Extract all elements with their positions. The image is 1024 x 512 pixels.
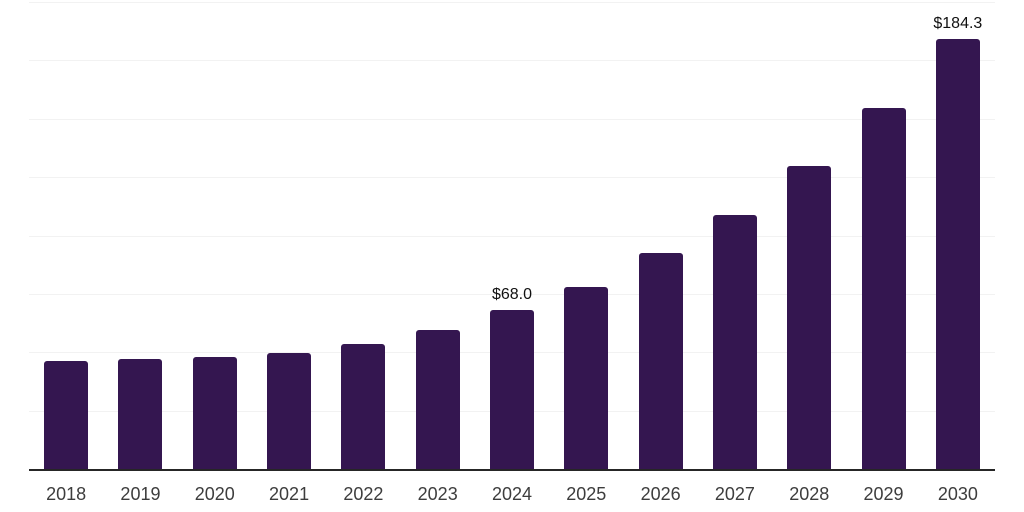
gridline-200 <box>29 2 995 3</box>
x-tick-label-2024: 2024 <box>491 484 533 504</box>
bar-2025 <box>564 287 609 469</box>
bar-2026 <box>638 253 683 469</box>
x-tick-label-2027: 2027 <box>714 484 755 504</box>
bar-2027 <box>712 214 757 469</box>
gridline-100 <box>29 235 995 237</box>
x-tick-label-2029: 2029 <box>863 484 904 504</box>
bar-2030 <box>935 38 980 469</box>
gridline-125 <box>29 177 995 179</box>
bar-2021 <box>267 353 312 469</box>
bar-2020 <box>192 357 237 469</box>
x-tick-label-2020: 2020 <box>194 484 235 504</box>
x-tick-label-2019: 2019 <box>120 484 161 504</box>
x-tick-label-2021: 2021 <box>269 484 310 504</box>
x-tick-label-2022: 2022 <box>343 484 384 504</box>
bar-2023 <box>415 330 460 469</box>
x-axis-line <box>29 469 995 471</box>
x-tick-label-2030: 2030 <box>937 484 978 504</box>
x-tick-label-2018: 2018 <box>46 484 87 504</box>
x-tick-label-2026: 2026 <box>640 484 681 504</box>
gridline-175 <box>29 60 995 62</box>
x-tick-label-2028: 2028 <box>789 484 830 504</box>
gridline-75 <box>29 293 995 295</box>
x-tick-label-2023: 2023 <box>417 484 458 504</box>
bar-2029 <box>861 108 906 469</box>
x-tick-label-2025: 2025 <box>566 484 607 504</box>
bar-2022 <box>341 344 386 469</box>
bar-2018 <box>44 360 89 469</box>
bar-2024 <box>490 310 534 469</box>
bar-value-label-2030: $184.3 <box>933 14 983 32</box>
bar-value-label-2024: $68.0 <box>491 286 533 304</box>
bar-2028 <box>787 165 832 469</box>
gridline-150 <box>29 118 995 120</box>
bar-2019 <box>118 359 163 469</box>
